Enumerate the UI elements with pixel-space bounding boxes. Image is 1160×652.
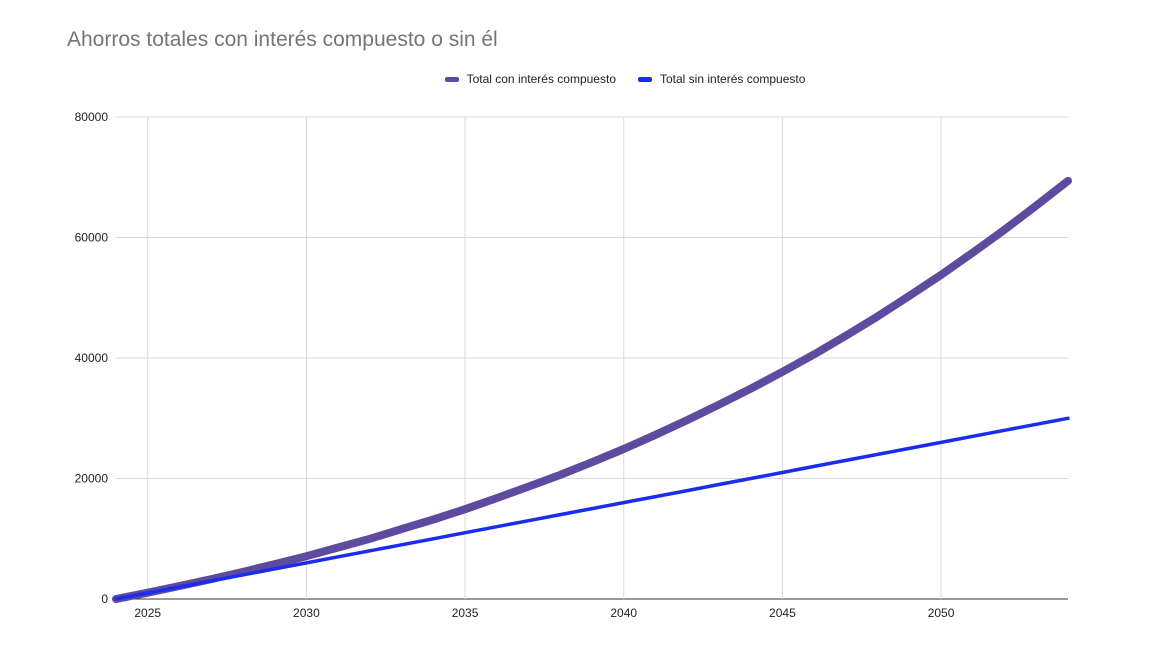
series-line-simple [114, 416, 1070, 601]
y-tick-label: 60000 [75, 231, 109, 245]
legend-item-compound[interactable]: Total con interés compuesto [355, 72, 616, 86]
legend-swatch-compound [444, 76, 459, 82]
y-tick-label: 0 [101, 592, 108, 606]
chart-title: Ahorros totales con interés compuesto o … [67, 28, 498, 51]
x-tick-label: 2040 [610, 606, 637, 620]
legend-label-simple: Total sin interés compuesto [660, 72, 806, 86]
y-tick-label: 20000 [75, 472, 109, 486]
y-tick-label: 40000 [75, 351, 109, 365]
legend: Total con interés compuesto Total sin in… [0, 72, 1160, 86]
legend-item-simple[interactable]: Total sin interés compuesto [638, 72, 805, 86]
x-tick-label: 2045 [769, 606, 796, 620]
x-tick-label: 2025 [134, 606, 161, 620]
x-tick-label: 2035 [452, 606, 479, 620]
legend-label-compound: Total con interés compuesto [466, 72, 616, 86]
x-tick-label: 2050 [928, 606, 955, 620]
series-line-compound [112, 176, 1072, 603]
y-tick-label: 80000 [75, 110, 109, 124]
x-tick-label: 2030 [293, 606, 320, 620]
legend-swatch-simple [638, 76, 652, 82]
